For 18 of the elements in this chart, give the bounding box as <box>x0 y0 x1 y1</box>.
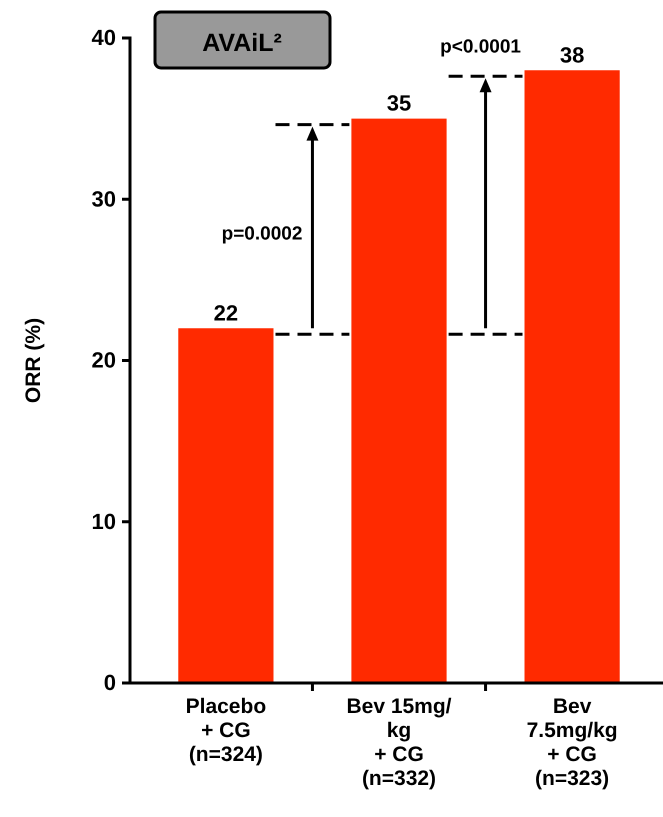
data-label: 38 <box>560 42 584 68</box>
bar <box>351 118 447 683</box>
x-tick-label: Placebo + CG (n=324) <box>186 695 266 766</box>
y-tick-label: 20 <box>92 348 116 373</box>
y-tick-label: 40 <box>92 25 116 50</box>
y-tick-label: 10 <box>92 508 116 534</box>
data-label: 35 <box>386 90 412 116</box>
bar <box>178 328 274 683</box>
data-label: 22 <box>214 300 238 326</box>
y-tick-label: 0 <box>104 670 116 696</box>
annotation: p<0.0001 <box>440 36 522 58</box>
y-axis-title: ORR (%) <box>22 318 45 404</box>
annotation: p=0.0002 <box>222 223 302 244</box>
x-tick-label: Bev 15mg/ kg + CG (n=332) <box>346 695 452 790</box>
x-tick-label: Bev 7.5mg/kg + CG (n=323) <box>526 695 618 790</box>
chart-title: AVAiL² <box>202 29 282 57</box>
bar <box>524 70 620 683</box>
y-tick-label: 30 <box>92 186 116 212</box>
